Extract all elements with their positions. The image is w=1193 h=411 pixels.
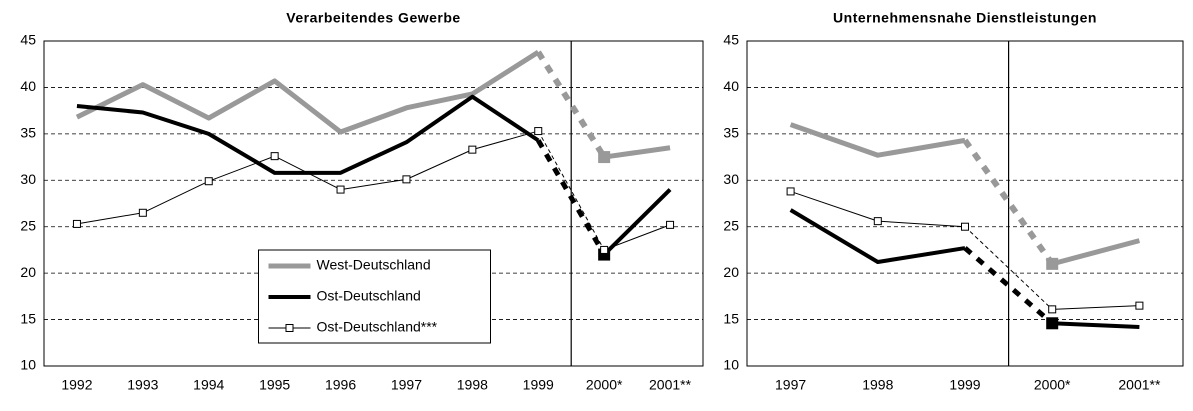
x-tick-label: 1999 [523, 377, 554, 393]
x-tick-label: 1999 [949, 377, 980, 393]
series-line [76, 130, 539, 225]
series-line [789, 122, 966, 158]
point-marker [72, 219, 81, 228]
y-tick-label: 35 [723, 125, 739, 141]
point-marker [402, 175, 411, 184]
point-marker [468, 145, 477, 154]
chart-title: Verarbeitendes Gewerbe [286, 10, 460, 26]
series-line [603, 224, 671, 251]
y-tick-label: 20 [723, 264, 739, 280]
y-tick-label: 15 [723, 310, 739, 326]
y-tick-label: 10 [723, 357, 739, 373]
y-tick-label: 15 [20, 310, 36, 326]
y-tick-label: 10 [20, 357, 36, 373]
point-marker [873, 217, 882, 226]
y-tick-label: 40 [723, 78, 739, 94]
point-marker [204, 177, 213, 186]
point-marker [1048, 305, 1057, 314]
point-marker [138, 208, 147, 217]
legend-marker [285, 324, 294, 332]
series-line [789, 208, 966, 264]
x-tick-label: 1993 [127, 377, 158, 393]
plot-frame [43, 40, 704, 367]
x-tick-label: 1995 [259, 377, 290, 393]
point-marker [270, 152, 279, 161]
y-tick-label: 45 [723, 32, 739, 48]
x-tick-label: 2001** [1118, 377, 1161, 393]
series-line-dashed [964, 226, 1053, 310]
series-line-dashed [963, 246, 1054, 326]
y-tick-label: 40 [20, 78, 36, 94]
series-line [75, 50, 540, 135]
x-tick-label: 2000* [1034, 377, 1071, 393]
y-tick-label: 25 [723, 217, 739, 233]
y-tick-label: 30 [723, 171, 739, 187]
legend-label: West-Deutschland [317, 257, 431, 273]
series-line-dashed [537, 130, 605, 251]
legend-label: Ost-Deutschland [317, 288, 421, 304]
point-marker [598, 248, 611, 261]
x-tick-label: 1997 [775, 377, 806, 393]
series-line [1051, 238, 1141, 267]
point-marker [336, 185, 345, 194]
x-tick-label: 1998 [457, 377, 488, 393]
point-marker [961, 222, 969, 231]
series-line [603, 145, 671, 160]
x-tick-label: 1997 [391, 377, 422, 393]
point-marker [666, 220, 675, 229]
legend-label: Ost-Deutschland*** [317, 319, 438, 335]
plot-frame [746, 40, 1184, 367]
x-tick-label: 2001** [649, 377, 692, 393]
series-line-dashed [535, 50, 607, 159]
point-marker [600, 245, 609, 254]
x-tick-label: 1996 [325, 377, 356, 393]
point-marker [1046, 317, 1059, 330]
y-tick-label: 30 [20, 171, 36, 187]
y-tick-label: 20 [20, 264, 36, 280]
series-line [1052, 321, 1140, 329]
x-tick-label: 1994 [193, 377, 224, 393]
point-marker [786, 187, 795, 196]
x-tick-label: 1992 [61, 377, 92, 393]
y-tick-label: 25 [20, 217, 36, 233]
y-tick-label: 45 [20, 32, 36, 48]
series-line [1052, 305, 1140, 310]
point-marker [1046, 257, 1059, 270]
series-line [602, 188, 672, 256]
chart-title: Unternehmensnahe Dienstleistungen [833, 10, 1097, 26]
x-tick-label: 2000* [586, 377, 623, 393]
series-line-dashed [536, 139, 607, 256]
x-tick-label: 1998 [862, 377, 893, 393]
point-marker [598, 151, 611, 164]
y-tick-label: 35 [20, 125, 36, 141]
point-marker [1135, 301, 1144, 310]
point-marker [534, 127, 543, 136]
